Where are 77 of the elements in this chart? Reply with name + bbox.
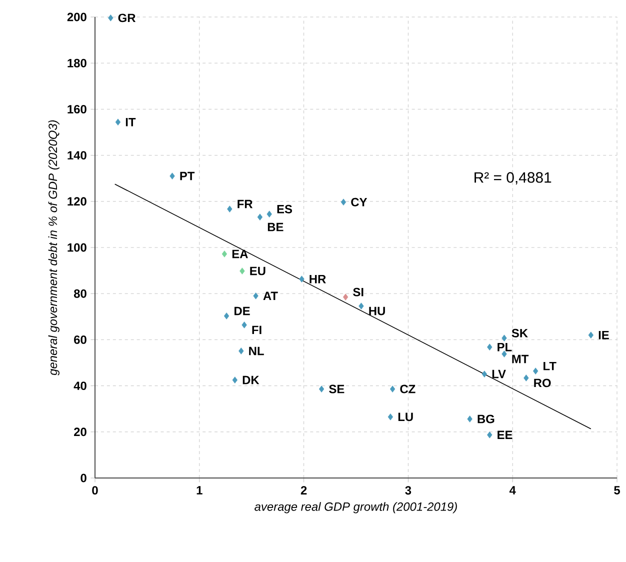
- point: [467, 416, 472, 422]
- annotation: IT: [126, 118, 136, 126]
- point: [115, 118, 121, 126]
- annotation: R² = 0,4881: [474, 172, 552, 185]
- point: [524, 374, 529, 382]
- x-tick-label: 1: [196, 486, 202, 494]
- annotation: AT: [263, 292, 278, 300]
- annotation: BG: [478, 414, 494, 424]
- annotation: CY: [351, 198, 368, 206]
- point: [170, 172, 175, 180]
- annotation: BE: [268, 222, 284, 232]
- point: [390, 386, 396, 392]
- point: [227, 206, 232, 212]
- annotation: EA: [232, 250, 248, 258]
- point: [232, 376, 238, 384]
- annotation: NL: [249, 346, 264, 356]
- point: [224, 312, 230, 320]
- x-tick-label: 0: [92, 486, 98, 495]
- annotation: SE: [329, 384, 344, 394]
- annotation: PT: [180, 172, 195, 180]
- point: [242, 322, 247, 328]
- annotation: DK: [242, 376, 260, 384]
- point: [532, 368, 538, 374]
- annotation: SK: [512, 328, 528, 338]
- y-tick-label: 60: [74, 335, 86, 344]
- point: [257, 214, 263, 220]
- y-tick-label: 100: [68, 243, 86, 252]
- point: [342, 294, 348, 300]
- point: [266, 210, 272, 218]
- y-tick-label: 200: [67, 12, 86, 22]
- point: [238, 348, 244, 354]
- point: [487, 344, 492, 350]
- annotation: ES: [277, 204, 292, 214]
- y-tick-label: 20: [74, 428, 86, 436]
- point: [253, 292, 258, 300]
- point: [222, 250, 228, 258]
- y-tick-label: 40: [74, 382, 86, 390]
- point: [482, 370, 488, 378]
- annotation: HR: [310, 274, 326, 284]
- annotation: LV: [492, 370, 506, 378]
- y-tick-label: 180: [68, 58, 86, 68]
- y-tick-label: 120: [68, 197, 86, 206]
- annotation: FR: [238, 200, 253, 208]
- annotation: LT: [544, 362, 556, 370]
- point: [588, 332, 594, 338]
- y-tick-label: 0: [80, 474, 86, 482]
- y-axis-title: general government debt in % of GDP (2020Q3): [48, 120, 60, 376]
- annotation: FI: [252, 326, 262, 334]
- point: [299, 276, 304, 282]
- point: [240, 268, 245, 274]
- point: [487, 432, 492, 438]
- annotation: GR: [118, 14, 136, 22]
- x-tick-label: 3: [405, 486, 412, 495]
- x-tick-label: 2: [300, 486, 307, 494]
- point: [108, 14, 114, 22]
- x-tick-label: 4: [509, 486, 516, 494]
- annotation: DE: [234, 306, 250, 316]
- annotation: IE: [598, 330, 609, 340]
- point: [318, 386, 324, 392]
- x-tick-label: 5: [614, 486, 620, 494]
- annotation: CZ: [400, 384, 416, 394]
- x-axis-title: average real GDP growth (2001-2019): [254, 502, 457, 514]
- y-tick-label: 160: [68, 104, 86, 114]
- point: [340, 198, 346, 206]
- annotation: HU: [369, 306, 385, 316]
- point: [358, 302, 364, 310]
- annotation: MT: [512, 354, 529, 364]
- annotation: PL: [498, 342, 512, 352]
- annotation: EE: [498, 430, 512, 440]
- annotation: LU: [398, 412, 413, 422]
- y-tick-label: 80: [74, 289, 86, 298]
- annotation: RO: [534, 378, 551, 388]
- point: [388, 414, 394, 420]
- y-tick-label: 140: [68, 151, 86, 160]
- point: [502, 334, 507, 342]
- annotation: EU: [250, 266, 266, 276]
- annotation: SI: [353, 288, 364, 296]
